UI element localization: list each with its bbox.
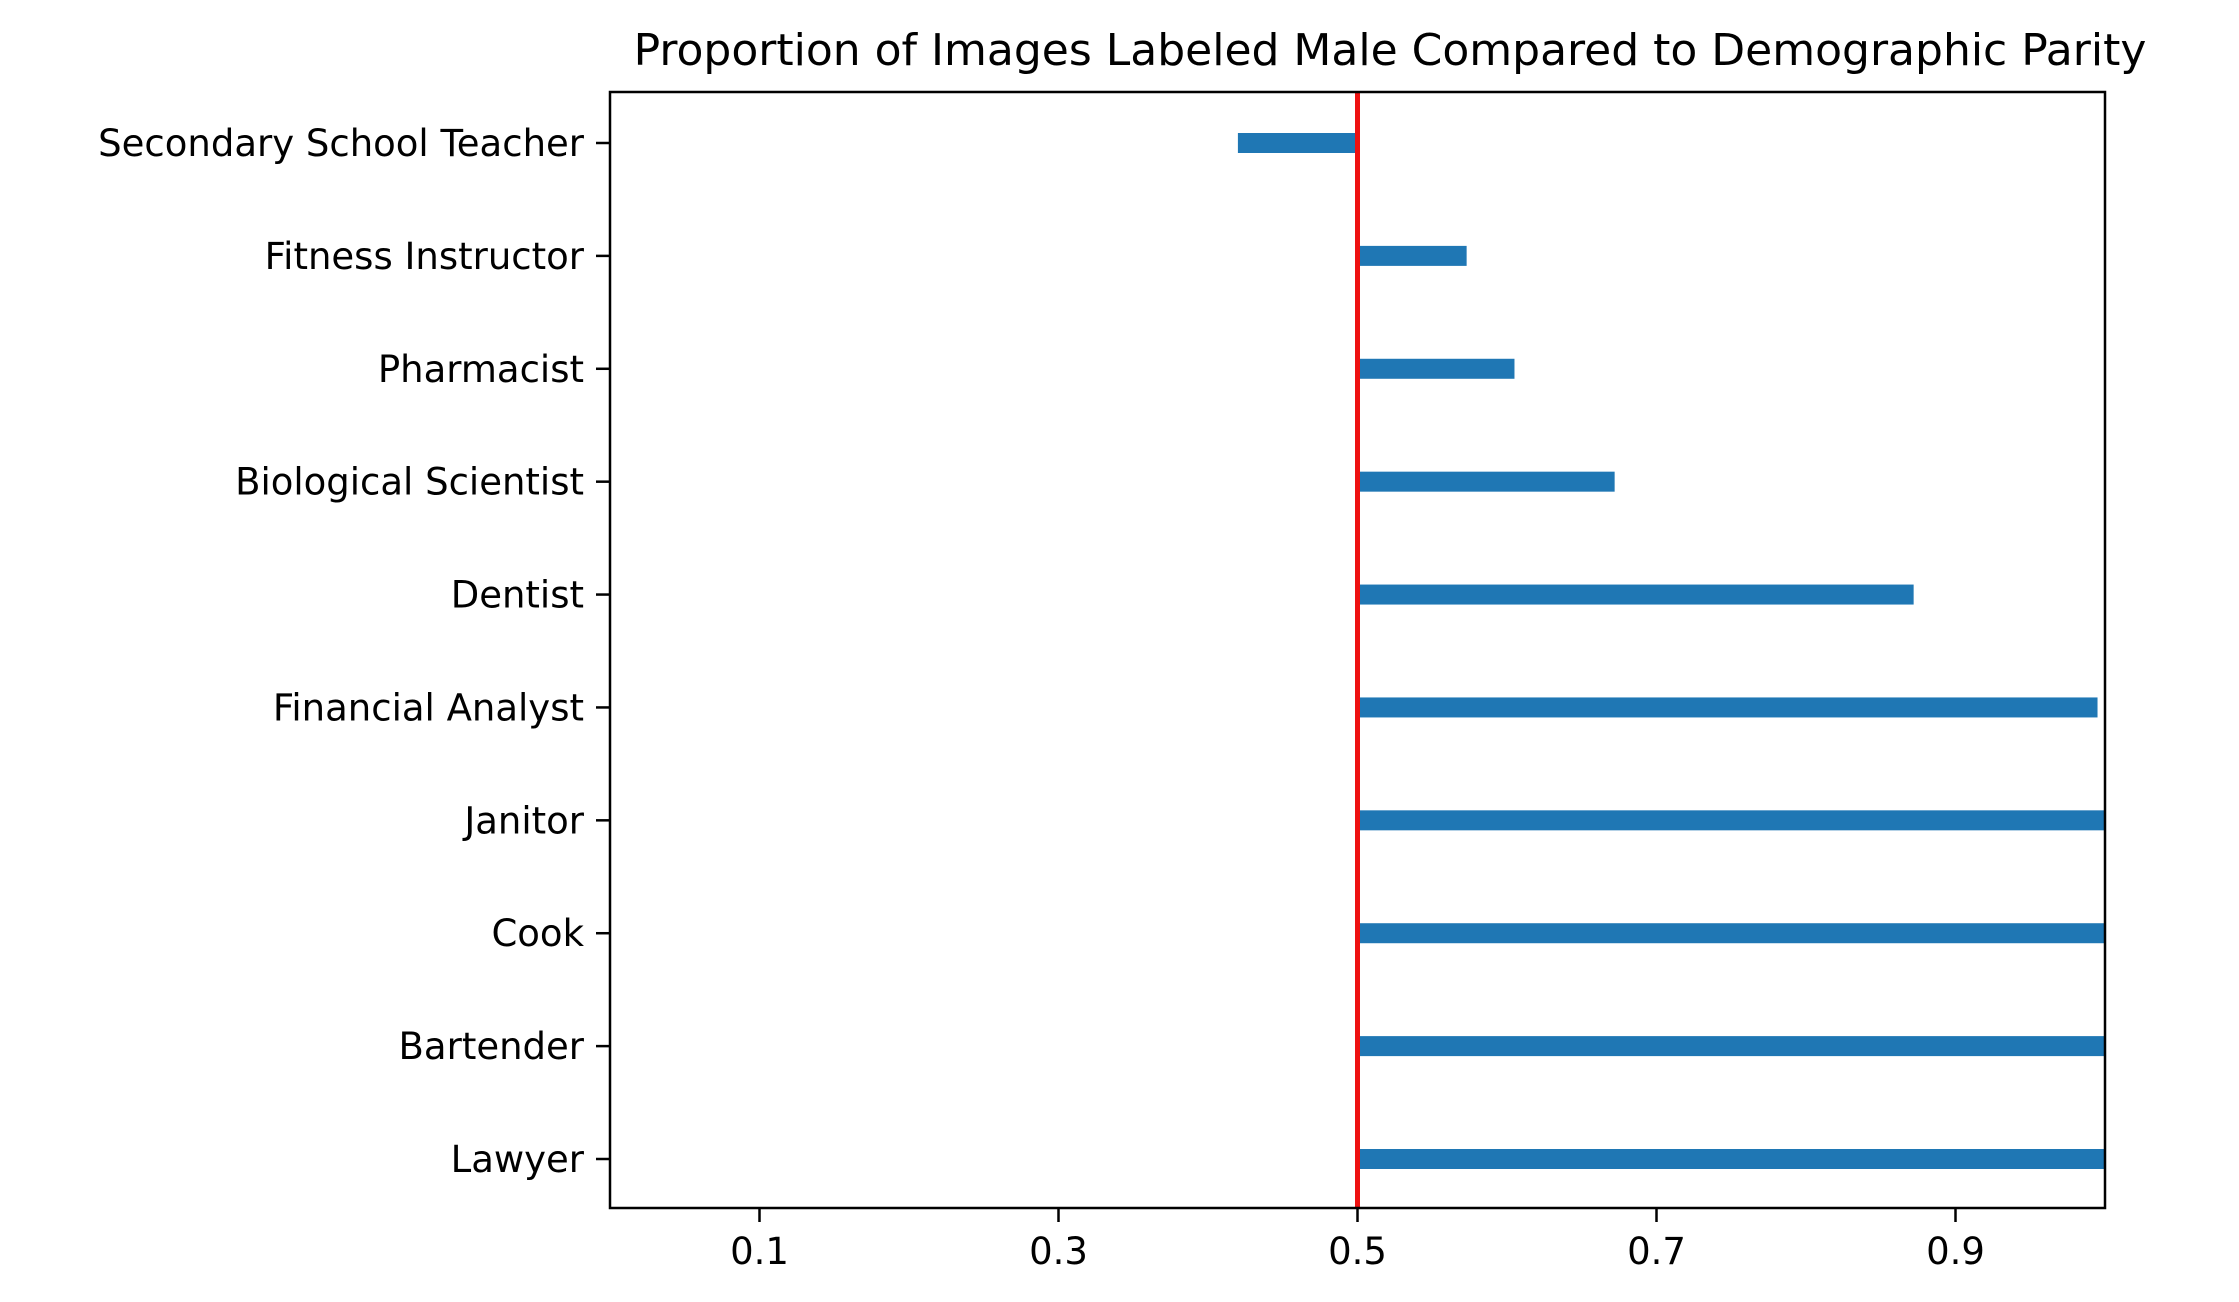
y-tick-label-8: Bartender	[399, 1025, 585, 1068]
bar-2	[1357, 358, 1515, 379]
chart-title: Proportion of Images Labeled Male Compar…	[634, 25, 2147, 76]
y-tick-label-2: Pharmacist	[378, 348, 584, 391]
y-tick-label-3: Biological Scientist	[235, 461, 584, 504]
x-tick-label-4: 0.9	[1926, 1230, 1985, 1273]
bar-0	[1237, 133, 1358, 153]
x-tick-label-3: 0.7	[1627, 1230, 1686, 1273]
x-tick-label-1: 0.3	[1029, 1230, 1088, 1273]
bar-8	[1357, 1036, 2105, 1057]
y-tick-label-1: Fitness Instructor	[265, 235, 585, 278]
y-tick-label-9: Lawyer	[451, 1138, 585, 1181]
y-tick-label-4: Dentist	[451, 574, 584, 617]
bar-3	[1357, 471, 1615, 492]
y-tick-label-6: Janitor	[462, 799, 584, 842]
bar-9	[1357, 1149, 2105, 1169]
x-axis: 0.1 0.3 0.5 0.7 0.9	[730, 1208, 1985, 1273]
x-tick-label-0: 0.1	[730, 1230, 789, 1273]
bar-1	[1357, 245, 1467, 266]
y-tick-label-0: Secondary School Teacher	[98, 122, 585, 165]
bars-layer	[1237, 133, 2105, 1169]
bar-7	[1357, 923, 2105, 944]
x-tick-label-2: 0.5	[1328, 1230, 1387, 1273]
y-axis: Secondary School Teacher Fitness Instruct…	[98, 122, 610, 1181]
bar-6	[1357, 810, 2105, 831]
y-tick-label-5: Financial Analyst	[273, 686, 584, 729]
y-tick-label-7: Cook	[491, 912, 584, 955]
bar-5	[1357, 697, 2098, 718]
bar-4	[1357, 584, 1914, 605]
